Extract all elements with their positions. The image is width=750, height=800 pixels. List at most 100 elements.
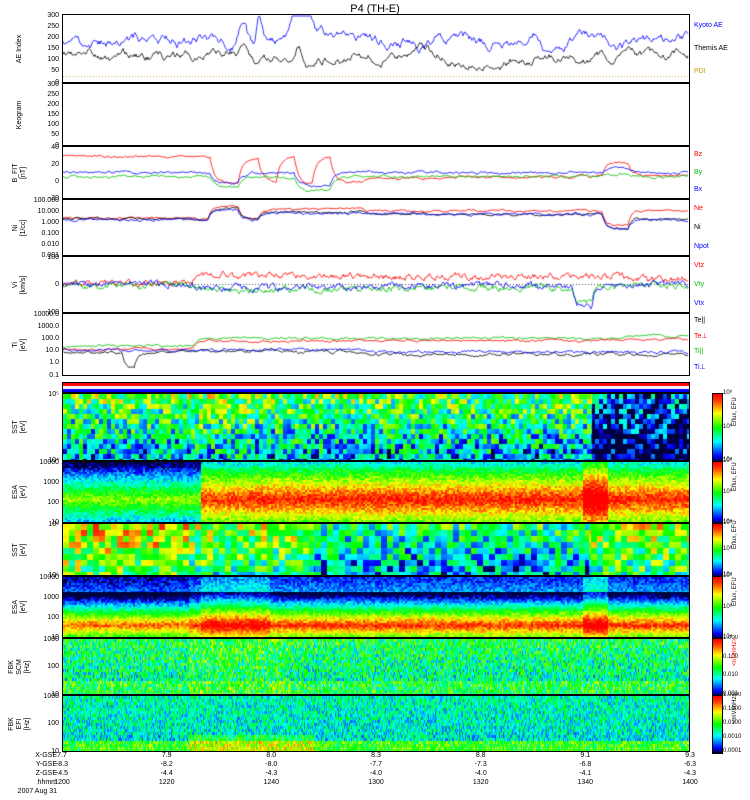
ae-index-legend-label: Kyoto AE (694, 21, 723, 29)
fbk-efi-tick: 10 (51, 747, 59, 755)
ae-index-tick: 150 (47, 45, 59, 52)
page-title: P4 (TH-E) (350, 3, 400, 15)
x-axis-tick-value: 1200 (54, 779, 70, 786)
colorbar-4-label: 1.000 (723, 635, 739, 641)
x-axis-tick-value: -8.0 (265, 761, 278, 768)
panel-b-fit (62, 146, 690, 199)
x-axis-tick-value: -4.1 (579, 770, 592, 777)
x-axis-tick-value: 1300 (368, 779, 384, 786)
x-axis-tick-value: -4.4 (160, 770, 173, 777)
colorbar-5-label: 0.0100 (723, 720, 742, 726)
fbk-efi-tick: 100 (47, 720, 59, 727)
velocity-legend-label: Vty (694, 280, 705, 288)
x-axis-row-label: hhmm (37, 779, 57, 786)
velocity-legend-label: Vtx (694, 299, 705, 307)
sst-ion-tick: 10⁵ (48, 571, 59, 579)
colorbar-3 (712, 576, 723, 640)
temperature-tick: 10000.0 (33, 310, 59, 318)
x-axis-tick-value: 8.0 (266, 752, 277, 759)
y-label-sst-ion: SST [eV] (12, 542, 27, 557)
fbk-scm-tick: 100 (47, 663, 59, 670)
keogram-tick: 200 (47, 100, 59, 108)
x-axis-row-label: 2007 Aug 31 (17, 788, 57, 795)
y-label-esa-electron: ESA [eV] (12, 485, 27, 500)
density-legend-label: Ne (694, 204, 703, 212)
temperature-legend-label: Te|| (694, 316, 706, 324)
esa-electron-tick: 100 (47, 498, 59, 506)
velocity-legend-label: Vtz (694, 261, 705, 269)
sst-electron-tick: 10⁴ (48, 456, 59, 464)
density-tick: 0.010 (41, 240, 59, 248)
esa-electron-tick: 1000 (43, 478, 59, 486)
colorbar-5-label: 0.0010 (723, 734, 742, 740)
colorbar-5-label: 1.0000 (723, 692, 742, 698)
colorbar-4 (712, 638, 723, 697)
esa-ion-tick: 100 (47, 613, 59, 621)
colorbar-2-label: 10⁶ (723, 546, 733, 552)
fbk-efi-tick: 1000 (43, 692, 59, 700)
density-tick: 1.000 (41, 218, 59, 226)
keogram-tick: 150 (47, 111, 59, 118)
colorbar-1-label: 10⁴ (723, 519, 733, 525)
temperature-legend-label: Ti⊥ (694, 364, 706, 372)
x-axis-row-label: X-GSE (35, 752, 57, 759)
density-tick: 10.000 (37, 207, 59, 215)
x-axis-tick-value: 1220 (158, 779, 175, 786)
fbk-scm-tick: 10 (51, 690, 59, 698)
density-tick: 0.100 (41, 229, 59, 237)
colorbar-1 (712, 461, 723, 525)
sst-ion-tick: 10⁶ (48, 520, 59, 528)
x-axis-tick-value: -4.3 (265, 770, 278, 777)
x-axis-tick-value: -4.0 (369, 770, 383, 777)
x-axis-tick-value: -6.8 (579, 761, 592, 768)
colorbar-0-label: 10⁸ (723, 390, 733, 396)
x-axis-tick-value: 1320 (472, 779, 489, 786)
colorbar-4-label: 0.010 (723, 672, 739, 679)
x-axis-tick-value: 1240 (263, 779, 280, 786)
colorbar-2-label: 10⁸ (723, 520, 733, 526)
colorbar-3-label: 10⁸ (723, 573, 733, 579)
b-fit-legend-label: Bz (694, 150, 703, 158)
state-strip (62, 382, 690, 393)
keogram-tick: 100 (47, 121, 59, 129)
density-tick: 100.000 (33, 196, 59, 204)
sst-electron-tick: 10⁵ (48, 390, 59, 398)
density-legend-label: Ni (694, 223, 701, 231)
panel-keogram (62, 83, 690, 146)
x-axis-row-label: Y-GSE (35, 761, 57, 768)
esa-electron-tick: 10 (51, 518, 59, 526)
x-axis-tick-value: 9.3 (685, 752, 695, 759)
panel-velocity (62, 256, 690, 313)
x-axis-tick-value: -4.3 (683, 770, 697, 777)
x-axis-tick-value: -8.2 (160, 761, 173, 768)
ae-index-tick: 0 (55, 78, 59, 86)
panel-fbk-efi (62, 695, 690, 752)
colorbar-3-label: 10⁴ (723, 634, 733, 640)
temperature-tick: 1000.0 (37, 322, 59, 330)
temperature-tick: 1.0 (49, 359, 59, 367)
temperature-tick: 10.0 (45, 347, 59, 355)
x-axis-tick-value: -4.0 (474, 770, 487, 777)
ae-index-legend-label: PDI (694, 67, 706, 75)
esa-electron-tick: 10000 (39, 458, 59, 466)
panel-fbk-scm (62, 638, 690, 695)
keogram-tick: 300 (47, 80, 59, 88)
panel-density (62, 199, 690, 256)
colorbar-0-label: 10⁴ (723, 457, 733, 463)
density-legend-label: Npot (694, 242, 709, 250)
y-label-sst-electron: SST [eV] (12, 420, 27, 434)
x-axis-tick-value: -6.3 (683, 761, 697, 768)
panel-esa-electron (62, 461, 690, 523)
ae-index-tick: 250 (47, 22, 59, 30)
fbk-scm-tick: 1000 (43, 635, 59, 643)
density-tick: 0.001 (41, 251, 59, 259)
panel-sst-electron (62, 393, 690, 461)
ae-index-tick: 300 (47, 11, 59, 19)
colorbar-5 (712, 695, 723, 754)
colorbar-1-label: 10⁸ (723, 458, 733, 464)
esa-ion-tick: 10 (51, 633, 59, 641)
ae-index-legend-label: Themis AE (694, 44, 728, 52)
velocity-tick: 0 (55, 281, 59, 288)
b-fit-tick: 20 (51, 160, 59, 168)
